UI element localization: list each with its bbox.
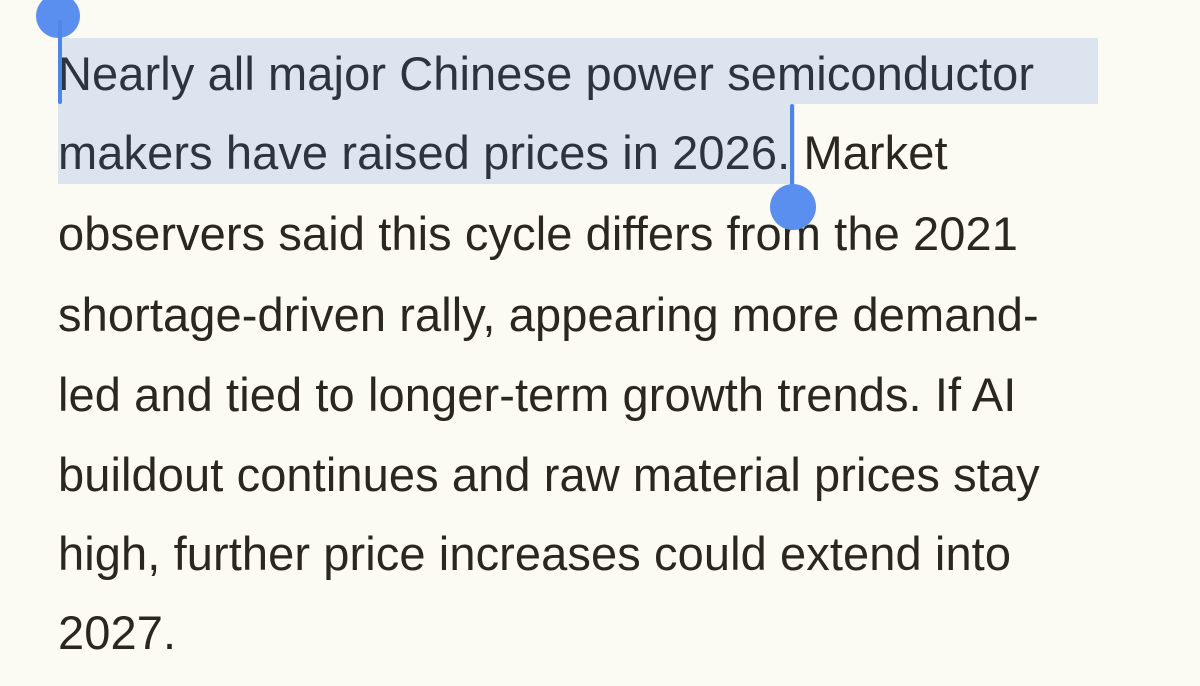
- selection-end-knob-icon[interactable]: [770, 184, 816, 230]
- selection-highlight-line1: [58, 38, 1098, 104]
- text-line-6[interactable]: buildout continues and raw material pric…: [58, 448, 1040, 501]
- text-line-8[interactable]: 2027.: [58, 606, 177, 659]
- text-line-3[interactable]: observers said this cycle differs from t…: [58, 207, 1018, 260]
- selection-start-handle[interactable]: [36, 0, 84, 110]
- selected-text-line1[interactable]: Nearly all major Chinese power semicondu…: [58, 47, 1035, 100]
- text-line-7[interactable]: high, further price increases could exte…: [58, 527, 1012, 580]
- selection-start-bar: [58, 20, 62, 104]
- text-line-1[interactable]: Nearly all major Chinese power semicondu…: [58, 44, 1034, 104]
- selection-highlight-line2: [58, 104, 795, 184]
- text-line-5[interactable]: led and tied to longer-term growth trend…: [58, 368, 1017, 421]
- text-line-2-rest[interactable]: Market: [790, 126, 948, 179]
- selection-end-handle[interactable]: [768, 104, 818, 230]
- text-line-2[interactable]: makers have raised prices in 2026. Marke…: [58, 123, 948, 183]
- text-line-4[interactable]: shortage-driven rally, appearing more de…: [58, 288, 1039, 341]
- selection-end-bar: [790, 104, 794, 194]
- selected-text-line2[interactable]: makers have raised prices in 2026.: [58, 126, 791, 179]
